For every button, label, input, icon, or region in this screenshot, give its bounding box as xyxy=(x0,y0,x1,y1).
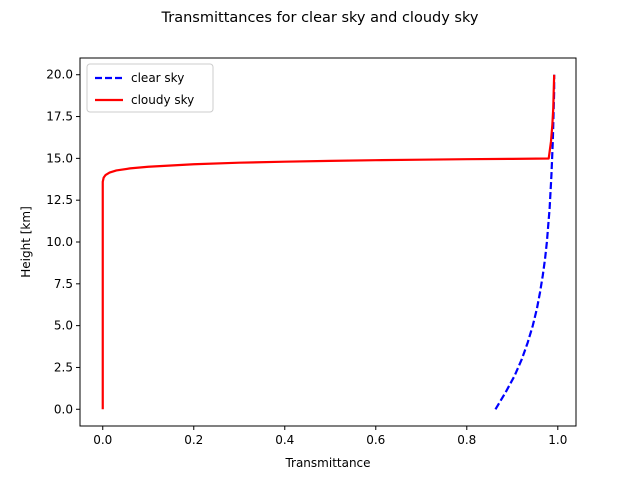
y-tick-label: 17.5 xyxy=(46,110,73,124)
y-tick-label: 12.5 xyxy=(46,193,73,207)
x-axis-label: Transmittance xyxy=(284,456,370,470)
legend-label: clear sky xyxy=(131,71,184,85)
axes-frame xyxy=(79,57,577,427)
x-tick-label: 0.8 xyxy=(457,433,476,447)
y-tick-label: 15.0 xyxy=(46,151,73,165)
chart-title: Transmittances for clear sky and cloudy … xyxy=(161,10,479,26)
y-axis-label: Height [km] xyxy=(19,206,33,277)
x-tick-label: 0.2 xyxy=(184,433,203,447)
y-tick-label: 5.0 xyxy=(54,319,73,333)
series-line-clear-sky xyxy=(494,74,556,410)
y-tick-label: 2.5 xyxy=(54,360,73,374)
y-tick-label: 20.0 xyxy=(46,68,73,82)
x-tick-label: 0.0 xyxy=(93,433,112,447)
x-tick-label: 0.4 xyxy=(275,433,294,447)
x-tick-label: 1.0 xyxy=(548,433,567,447)
y-tick-label: 7.5 xyxy=(54,277,73,291)
plot-area xyxy=(101,74,556,410)
y-tick-label: 10.0 xyxy=(46,235,73,249)
legend-label: cloudy sky xyxy=(131,93,194,107)
y-tick-label: 0.0 xyxy=(54,402,73,416)
x-tick-label: 0.6 xyxy=(366,433,385,447)
legend: clear sky cloudy sky xyxy=(86,63,214,113)
series-line-cloudy-sky xyxy=(101,74,556,410)
axes: 0.0 0.2 0.4 0.6 0.8 1.0 0.0 2.5 5.0 7.5 10.0 12.5 15… xyxy=(46,57,577,447)
